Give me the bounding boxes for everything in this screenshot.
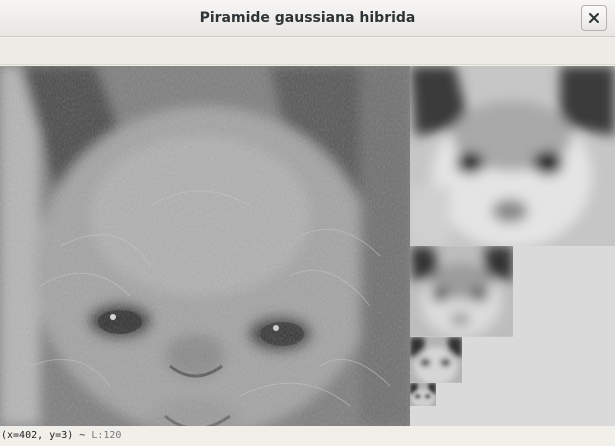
- pyramid-level-4-image: [410, 383, 436, 406]
- pyramid-level-2-image: [410, 246, 513, 337]
- toolbar: [0, 38, 615, 65]
- pyramid-level-0-image: [0, 66, 410, 426]
- pixel-luminance: L:120: [91, 430, 122, 441]
- status-bar: (x=402, y=3) ~ L:120: [0, 426, 615, 446]
- pyramid-level-3-image: [410, 337, 462, 383]
- pyramid-level-1-image: [410, 66, 615, 246]
- cursor-coordinates: (x=402, y=3) ~: [1, 430, 92, 441]
- pyramid-canvas[interactable]: [0, 66, 615, 426]
- close-button[interactable]: [581, 5, 607, 31]
- window-title: Piramide gaussiana hibrida: [199, 10, 416, 26]
- close-icon: [589, 13, 599, 23]
- title-bar[interactable]: Piramide gaussiana hibrida: [0, 0, 615, 37]
